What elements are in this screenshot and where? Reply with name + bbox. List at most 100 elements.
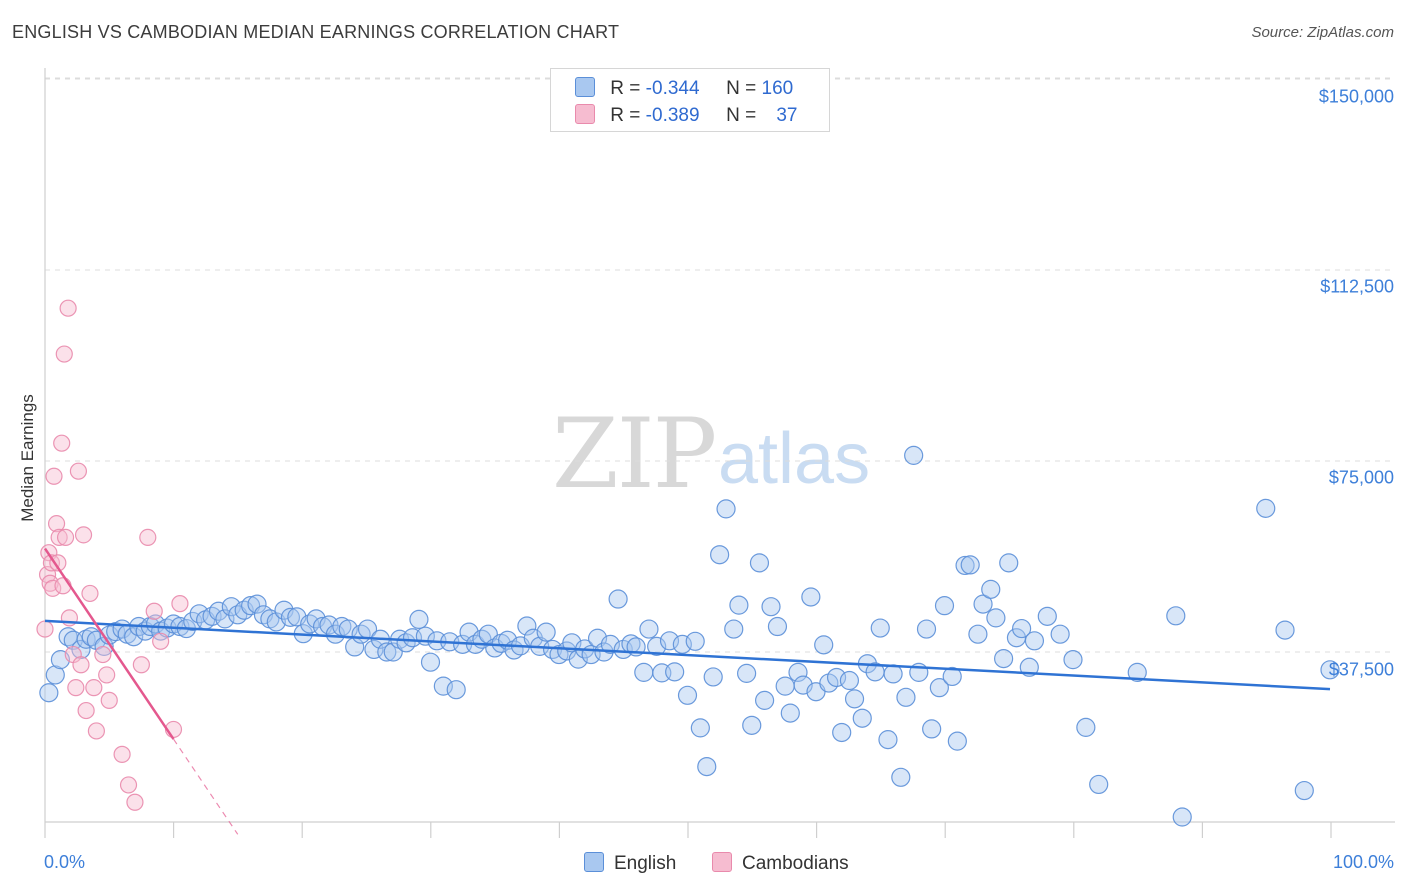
english-point xyxy=(420,652,441,672)
english-point xyxy=(1089,774,1109,795)
english-point xyxy=(208,601,229,621)
english-point xyxy=(742,715,762,735)
english-point xyxy=(968,624,988,644)
cambodian-point xyxy=(152,632,170,650)
english-point xyxy=(947,731,967,751)
english-point xyxy=(814,635,834,655)
x-tick-label-max: 100.0% xyxy=(1332,852,1394,872)
cambodian-point xyxy=(59,299,77,317)
cambodian-point xyxy=(126,793,144,811)
stats-legend: R = -0.344 N = 160 R = -0.389 N = 37 xyxy=(550,68,830,132)
cambodian-point xyxy=(119,776,138,794)
english-point xyxy=(1024,631,1045,651)
english-point xyxy=(960,555,980,575)
english-point xyxy=(71,639,91,660)
cambodian-point xyxy=(72,656,90,674)
cambodian-point xyxy=(139,528,157,547)
english-point xyxy=(775,676,795,696)
english-point xyxy=(1127,662,1147,682)
english-point xyxy=(215,609,235,629)
legend-item-english[interactable]: English xyxy=(584,852,676,875)
english-point xyxy=(1037,606,1057,626)
english-point xyxy=(1256,498,1276,518)
english-point xyxy=(659,631,680,651)
english-point xyxy=(999,553,1019,573)
cambodian-point xyxy=(98,666,116,684)
english-point xyxy=(536,622,556,642)
cambodian-point xyxy=(100,691,118,709)
english-point xyxy=(45,665,65,685)
english-point xyxy=(1063,650,1083,670)
english-point xyxy=(433,676,453,696)
english-point xyxy=(852,708,872,728)
cambodian-point xyxy=(36,620,54,638)
english-point xyxy=(767,616,788,637)
english-point xyxy=(883,664,903,684)
cambodian-point xyxy=(171,595,189,613)
english-point xyxy=(600,634,621,654)
english-point xyxy=(690,718,710,738)
english-point xyxy=(878,730,898,750)
english-point xyxy=(780,703,800,723)
cambodian-point xyxy=(47,515,66,533)
english-point xyxy=(891,767,911,787)
english-point xyxy=(801,587,821,607)
english-point xyxy=(325,624,346,644)
english-point xyxy=(904,445,924,465)
english-point xyxy=(409,609,429,630)
cambodian-point xyxy=(145,602,163,620)
cambodian-trend-extension xyxy=(173,738,239,835)
n-value: 37 xyxy=(776,105,798,126)
english-point xyxy=(844,689,865,709)
stats-row-cambodian: R = -0.389 N = 37 xyxy=(575,104,798,128)
cambodian-point xyxy=(53,434,71,452)
cambodians-legend-swatch xyxy=(712,852,732,872)
english-point xyxy=(973,594,993,614)
r-value: -0.344 xyxy=(645,78,700,99)
english-point xyxy=(839,670,860,691)
english-point xyxy=(749,553,770,573)
english-point xyxy=(870,618,890,638)
english-point xyxy=(1076,717,1096,737)
legend-label-english: English xyxy=(614,853,677,874)
english-point xyxy=(1320,660,1340,680)
english-point xyxy=(639,619,659,639)
legend-label-cambodians: Cambodians xyxy=(742,853,849,874)
english-point xyxy=(922,719,942,739)
cambodian-point xyxy=(42,554,61,572)
english-point xyxy=(685,631,705,651)
english-point xyxy=(677,685,698,705)
english-point xyxy=(665,662,685,682)
r-value: -0.389 xyxy=(645,105,700,126)
y-tick-label: $37,500 xyxy=(1328,659,1394,680)
n-label: N = xyxy=(726,78,757,99)
english-point xyxy=(634,662,654,682)
english-point xyxy=(710,545,730,565)
y-tick-label: $150,000 xyxy=(1318,86,1394,107)
y-tick-label: $75,000 xyxy=(1328,467,1394,488)
english-point xyxy=(929,678,949,698)
cambodian-point xyxy=(77,701,95,720)
english-point xyxy=(761,597,781,617)
chart-source: Source: ZipAtlas.com xyxy=(1251,24,1394,41)
stats-row-english: R = -0.344 N = 160 xyxy=(575,77,793,101)
cambodian-point xyxy=(85,679,103,697)
r-label: R = xyxy=(610,105,641,126)
english-point xyxy=(754,690,775,710)
english-trend-line xyxy=(44,619,1331,691)
english-point xyxy=(737,663,757,683)
legend-item-cambodians[interactable]: Cambodians xyxy=(712,852,849,875)
english-point xyxy=(896,687,916,707)
english-point xyxy=(280,607,301,627)
cambodian-point xyxy=(44,579,62,597)
english-point xyxy=(446,680,466,700)
n-label: N = xyxy=(726,105,757,126)
chart-title: ENGLISH VS CAMBODIAN MEDIAN EARNINGS COR… xyxy=(12,22,620,42)
english-point xyxy=(76,629,96,649)
english-point xyxy=(697,756,717,777)
english-point xyxy=(124,627,144,647)
english-point xyxy=(266,612,286,632)
english-point xyxy=(1294,780,1314,801)
